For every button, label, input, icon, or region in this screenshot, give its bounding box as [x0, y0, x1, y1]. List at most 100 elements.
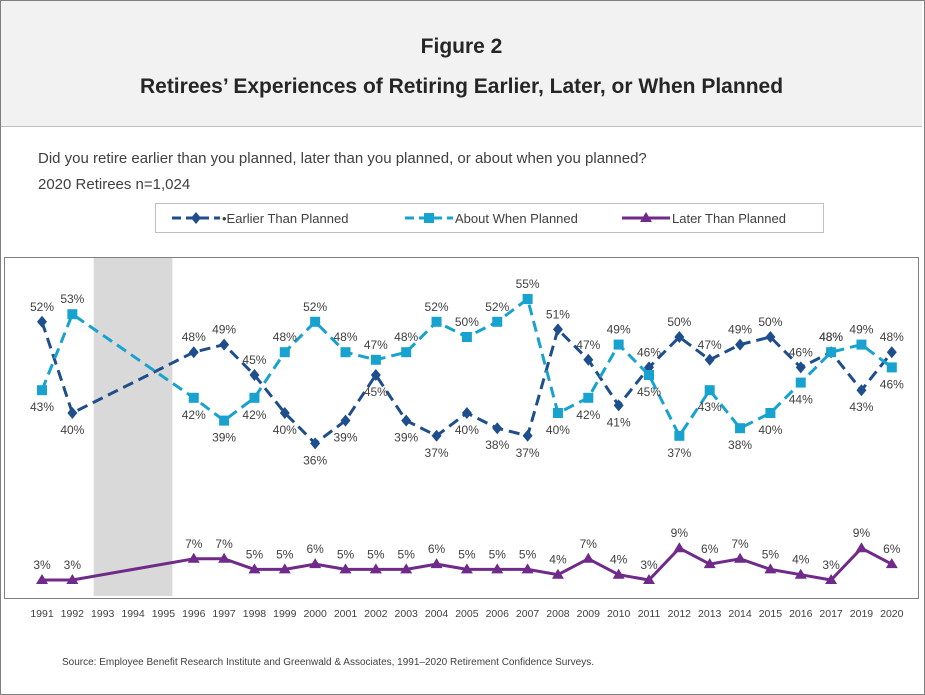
data-point-3 — [460, 563, 473, 574]
plot-area-border — [4, 257, 919, 599]
shaded-gap-region — [93, 258, 173, 596]
data-label-2: 40% — [758, 423, 782, 437]
data-label-3: 5% — [276, 547, 294, 561]
data-point-2 — [249, 392, 260, 403]
data-label-3: 5% — [367, 547, 385, 561]
data-label-3: 7% — [185, 537, 203, 551]
data-point-3 — [643, 574, 655, 584]
data-label-3: 5% — [519, 547, 537, 561]
data-label-3: 3% — [822, 558, 840, 572]
data-label-2: 48% — [819, 330, 843, 344]
data-point-1 — [219, 338, 230, 351]
data-point-2 — [613, 339, 624, 350]
data-label-3: 4% — [610, 553, 628, 567]
x-tick-label: 2004 — [425, 608, 449, 620]
data-point-3 — [66, 574, 79, 584]
data-label-1: 52% — [30, 300, 54, 314]
legend-label-2: About When Planned — [455, 211, 578, 226]
data-point-2 — [704, 385, 715, 396]
x-tick-label: 2020 — [880, 608, 904, 620]
data-point-3 — [339, 563, 352, 574]
series-line-1 — [40, 321, 893, 445]
data-label-1: 36% — [303, 453, 327, 467]
data-point-2 — [735, 423, 746, 434]
data-label-3: 5% — [458, 547, 476, 561]
data-label-3: 6% — [428, 542, 446, 556]
data-point-1 — [188, 346, 199, 359]
figure-header: Figure 2 Retirees’ Experiences of Retiri… — [1, 1, 922, 127]
x-tick-label: 2010 — [607, 608, 631, 620]
legend-label-3: Later Than Planned — [672, 211, 786, 226]
data-label-2: 42% — [242, 408, 266, 422]
data-label-2: 44% — [789, 393, 813, 407]
data-label-1: 43% — [849, 400, 873, 414]
data-label-3: 7% — [580, 537, 598, 551]
data-point-3 — [794, 568, 807, 579]
data-point-1 — [249, 369, 260, 381]
data-label-1: 47% — [698, 338, 722, 352]
data-point-2 — [674, 430, 685, 441]
x-tick-label: 1995 — [152, 608, 176, 620]
data-point-2 — [644, 370, 654, 380]
x-tick-label: 2017 — [819, 608, 843, 620]
data-label-3: 6% — [306, 542, 324, 556]
data-point-3 — [825, 574, 838, 584]
data-label-2: 49% — [607, 323, 631, 337]
data-label-3: 9% — [671, 526, 689, 540]
x-tick-label: 2005 — [455, 608, 479, 620]
data-label-1: 40% — [273, 423, 297, 437]
data-label-2: 38% — [728, 438, 752, 452]
data-point-3 — [400, 563, 413, 574]
data-label-1: 46% — [637, 345, 661, 359]
data-point-3 — [369, 563, 382, 574]
x-tick-label: 2009 — [577, 608, 601, 620]
data-label-3: 3% — [64, 558, 82, 572]
x-tick-label: 2001 — [334, 608, 358, 620]
x-tick-label: 2011 — [638, 608, 661, 620]
data-point-1 — [492, 422, 503, 435]
data-point-2 — [522, 294, 533, 304]
data-label-3: 5% — [762, 547, 780, 561]
data-label-3: 5% — [398, 547, 416, 561]
data-point-1 — [67, 407, 78, 419]
data-label-1: 39% — [333, 431, 357, 445]
data-point-1 — [765, 331, 776, 343]
data-point-2 — [826, 347, 837, 358]
data-label-2: 52% — [425, 300, 449, 314]
data-point-1 — [370, 369, 381, 381]
data-point-2 — [765, 408, 776, 418]
data-label-2: 48% — [333, 330, 357, 344]
data-point-3 — [855, 542, 868, 553]
data-point-3 — [885, 558, 898, 569]
data-point-1 — [886, 346, 897, 359]
data-point-3 — [673, 542, 686, 553]
x-tick-label: 1994 — [121, 608, 145, 620]
data-point-2 — [886, 362, 897, 373]
x-tick-label: 1998 — [243, 608, 267, 620]
data-point-2 — [340, 347, 351, 358]
data-label-1: 40% — [455, 423, 479, 437]
x-tick-label: 2008 — [546, 608, 570, 620]
data-label-2: 45% — [637, 385, 661, 399]
data-point-1 — [795, 361, 806, 374]
figure-number: Figure 2 — [420, 35, 503, 58]
data-point-3 — [278, 563, 291, 574]
data-point-3 — [582, 552, 595, 563]
data-label-1: 39% — [394, 431, 418, 445]
data-point-2 — [67, 309, 78, 320]
data-label-2: 43% — [698, 400, 722, 414]
x-tick-label: 2007 — [516, 608, 540, 620]
data-point-2 — [431, 316, 442, 327]
data-point-1 — [583, 353, 594, 366]
data-point-1 — [735, 338, 746, 351]
data-label-1: 47% — [576, 338, 600, 352]
data-label-2: 50% — [455, 315, 479, 329]
x-tick-label: 1999 — [273, 608, 297, 620]
data-label-1: 40% — [60, 423, 84, 437]
data-point-1 — [613, 399, 624, 412]
data-point-2 — [279, 347, 290, 358]
data-point-3 — [309, 558, 322, 569]
data-label-1: 48% — [182, 330, 206, 344]
data-label-1: 49% — [212, 323, 236, 337]
